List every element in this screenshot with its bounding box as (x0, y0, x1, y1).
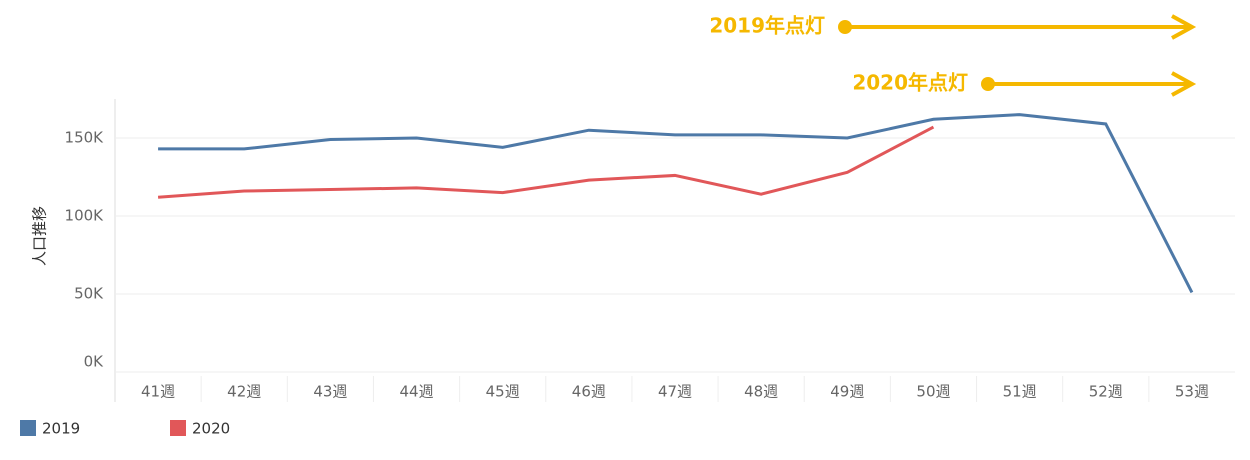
series-line (158, 113, 1194, 294)
y-axis-label: 人口推移 (31, 206, 49, 266)
x-tick-label: 47週 (658, 383, 692, 401)
x-tick-label: 53週 (1175, 383, 1209, 401)
y-tick-label: 0K (84, 353, 105, 371)
annotation-arrowhead (1171, 71, 1197, 97)
x-tick-label: 42週 (227, 383, 261, 401)
legend-swatch (20, 420, 36, 436)
x-tick-label: 43週 (313, 383, 347, 401)
legend-label: 2020 (192, 420, 230, 438)
x-tick-label: 49週 (830, 383, 864, 401)
x-tick-label: 51週 (1003, 383, 1037, 401)
annotation-text: 2019年点灯 (709, 14, 825, 38)
x-tick-label: 46週 (572, 383, 606, 401)
annotation-arrowhead (1171, 14, 1197, 40)
legend-label: 2019 (42, 420, 80, 438)
legend-swatch (170, 420, 186, 436)
x-tick-label: 45週 (486, 383, 520, 401)
y-tick-label: 50K (74, 285, 104, 303)
series-line (157, 125, 935, 199)
x-tick-label: 48週 (744, 383, 778, 401)
y-tick-label: 150K (65, 129, 105, 147)
x-tick-label: 41週 (141, 383, 175, 401)
annotation-text: 2020年点灯 (852, 71, 968, 95)
x-tick-label: 44週 (399, 383, 433, 401)
y-tick-label: 100K (65, 207, 105, 225)
x-tick-label: 52週 (1089, 383, 1123, 401)
x-tick-label: 50週 (916, 383, 950, 401)
